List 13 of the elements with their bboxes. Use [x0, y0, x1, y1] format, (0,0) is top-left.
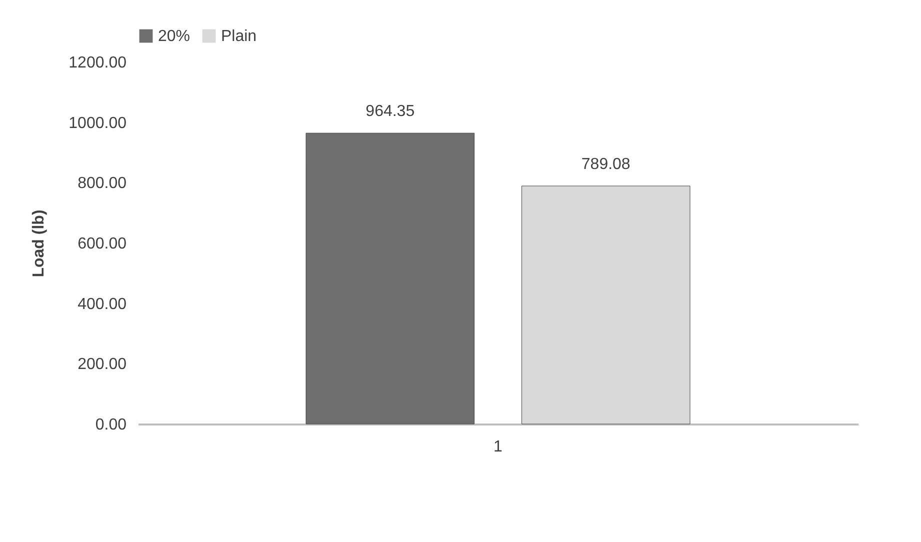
- y-tick-label: 600.00: [78, 236, 127, 252]
- y-axis-title: Load (lb): [30, 210, 48, 278]
- y-tick-label: 200.00: [78, 356, 127, 374]
- y-tick-label: 1000.00: [68, 114, 127, 132]
- y-tick-label: 400.00: [78, 296, 127, 313]
- data-label: 789.08: [581, 156, 630, 173]
- data-label: 964.35: [366, 103, 415, 120]
- x-tick-label: 1: [494, 438, 503, 456]
- legend-label: 20%: [158, 28, 190, 45]
- y-tick-label: 800.00: [78, 175, 127, 192]
- y-tick-label: 0.00: [95, 416, 127, 434]
- legend-label: Plain: [221, 28, 257, 45]
- y-tick-label: 1200.00: [68, 54, 127, 72]
